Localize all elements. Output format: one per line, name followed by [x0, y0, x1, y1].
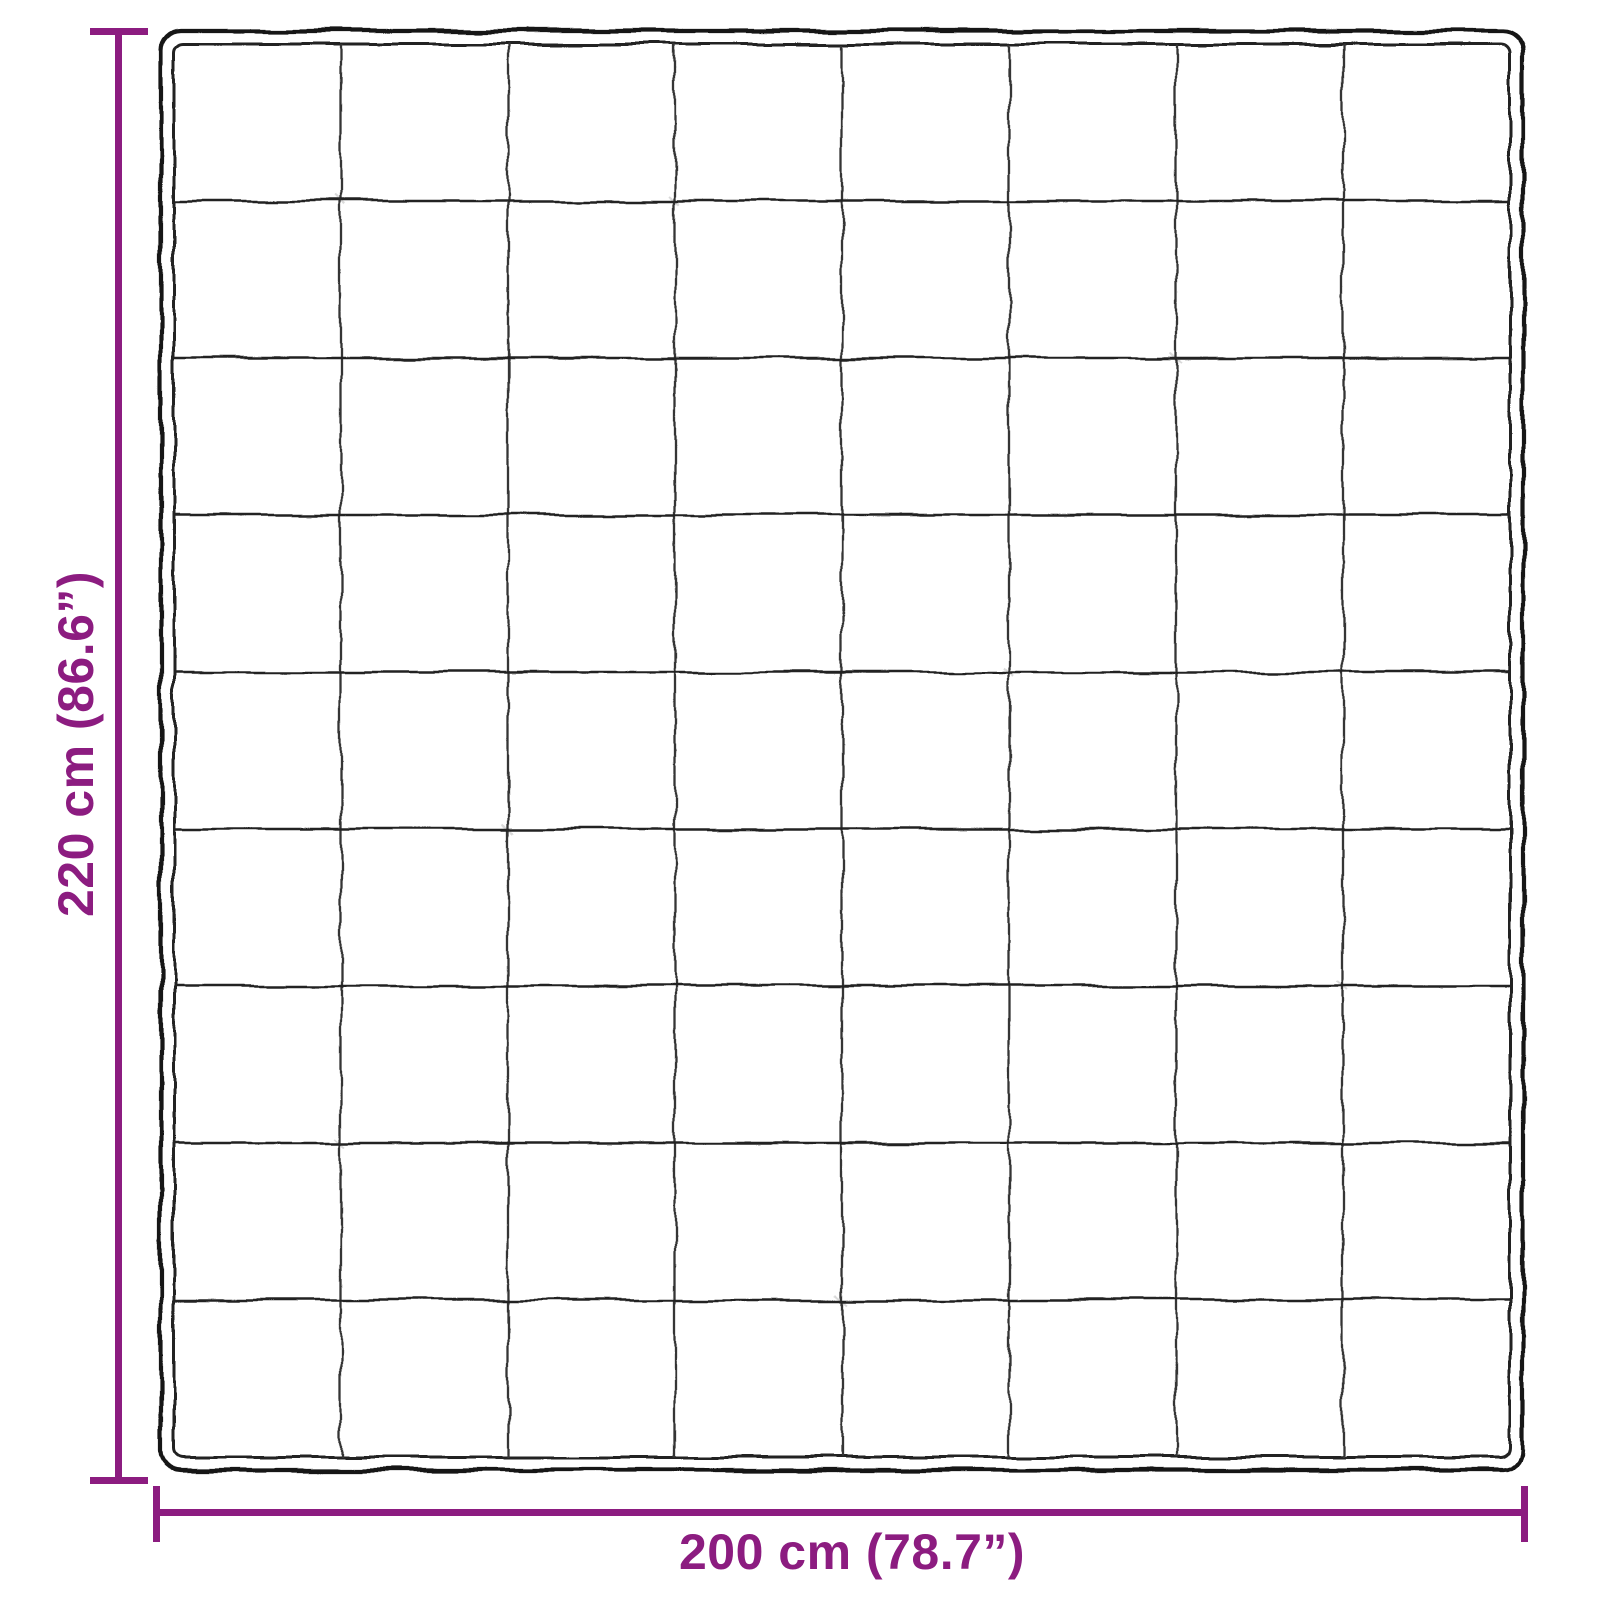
quilted-blanket-outline	[158, 28, 1526, 1473]
height-dimension-label: 220 cm (86.6”)	[48, 570, 104, 918]
width-dimension-label: 200 cm (78.7”)	[678, 1524, 1026, 1580]
dimension-lines	[90, 28, 1528, 1542]
